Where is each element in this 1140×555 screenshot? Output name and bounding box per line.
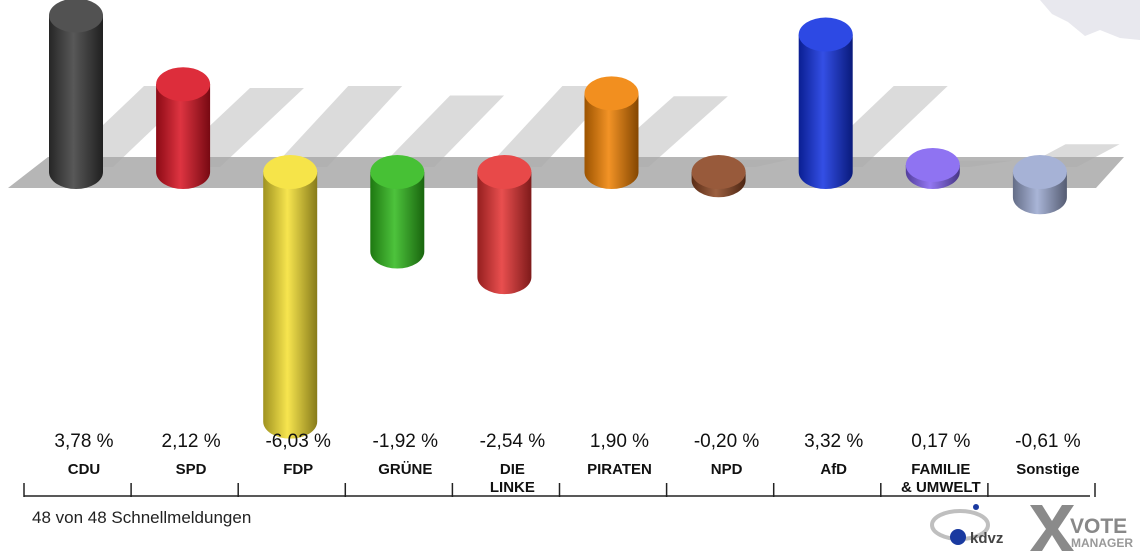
bar bbox=[156, 67, 211, 189]
category-label: Sonstige bbox=[1016, 461, 1079, 478]
category-label: AfD bbox=[820, 461, 847, 478]
bar-cap bbox=[477, 155, 532, 189]
category-label: NPD bbox=[711, 461, 743, 478]
bar bbox=[477, 155, 532, 295]
bar-cap bbox=[798, 17, 853, 52]
bar-cap bbox=[905, 147, 960, 182]
bar-cap bbox=[263, 155, 318, 189]
logo-product-line1: VOTE bbox=[1070, 515, 1127, 538]
category-label: & UMWELT bbox=[901, 479, 981, 496]
category-label: FAMILIE bbox=[911, 461, 970, 478]
logo-product-line2: MANAGER bbox=[1071, 536, 1133, 550]
bar-cap bbox=[156, 67, 211, 102]
bar-cap bbox=[49, 0, 103, 33]
bar-body bbox=[584, 93, 639, 189]
logo-brand: kdvz bbox=[970, 530, 1003, 547]
map-decoration bbox=[1040, 0, 1140, 40]
value-label: 3,78 % bbox=[54, 431, 113, 452]
bar-cap bbox=[584, 76, 639, 111]
category-label: DIE bbox=[500, 461, 525, 478]
bar-shadow bbox=[487, 86, 617, 167]
value-label: -0,61 % bbox=[1015, 431, 1081, 452]
bar bbox=[263, 155, 318, 439]
category-label: SPD bbox=[176, 461, 207, 478]
bar-cap bbox=[1012, 155, 1067, 189]
bar-cap bbox=[370, 155, 425, 189]
bar-body bbox=[49, 15, 103, 190]
category-label: FDP bbox=[283, 461, 313, 478]
value-labels: 3,78 % 2,12 % -6,03 % -1,92 % -2,54 % 1,90 % -… bbox=[54, 431, 1080, 452]
bar bbox=[798, 17, 853, 189]
bar bbox=[370, 155, 425, 269]
bar-cap bbox=[691, 155, 746, 189]
bar-body bbox=[370, 172, 425, 269]
value-label: 2,12 % bbox=[162, 431, 221, 452]
value-label: 1,90 % bbox=[590, 431, 649, 452]
category-label: GRÜNE bbox=[378, 461, 432, 478]
bar bbox=[905, 147, 960, 189]
category-label: LINKE bbox=[490, 479, 535, 496]
category-axis bbox=[23, 483, 1096, 497]
bar-body bbox=[156, 84, 211, 189]
bar bbox=[1012, 155, 1067, 215]
bars bbox=[49, 0, 1067, 439]
value-label: -6,03 % bbox=[265, 431, 331, 452]
category-label: PIRATEN bbox=[587, 461, 652, 478]
value-label: -0,20 % bbox=[694, 431, 760, 452]
bar-body bbox=[798, 34, 853, 189]
category-label: CDU bbox=[68, 461, 101, 478]
value-label: -1,92 % bbox=[373, 431, 439, 452]
bar-shadow bbox=[380, 95, 505, 167]
bar bbox=[49, 0, 103, 190]
value-label: -2,54 % bbox=[480, 431, 546, 452]
value-label: 3,32 % bbox=[804, 431, 863, 452]
value-label: 0,17 % bbox=[911, 431, 970, 452]
bar-body bbox=[263, 172, 318, 439]
bar-shadow bbox=[273, 86, 403, 167]
bar-body bbox=[477, 172, 532, 295]
bar bbox=[584, 76, 639, 189]
bar bbox=[691, 155, 746, 198]
kdvz-vote-manager-logo: kdvz VOTE MANAGER bbox=[930, 504, 1133, 551]
footer-note: 48 von 48 Schnellmeldungen bbox=[32, 508, 252, 527]
